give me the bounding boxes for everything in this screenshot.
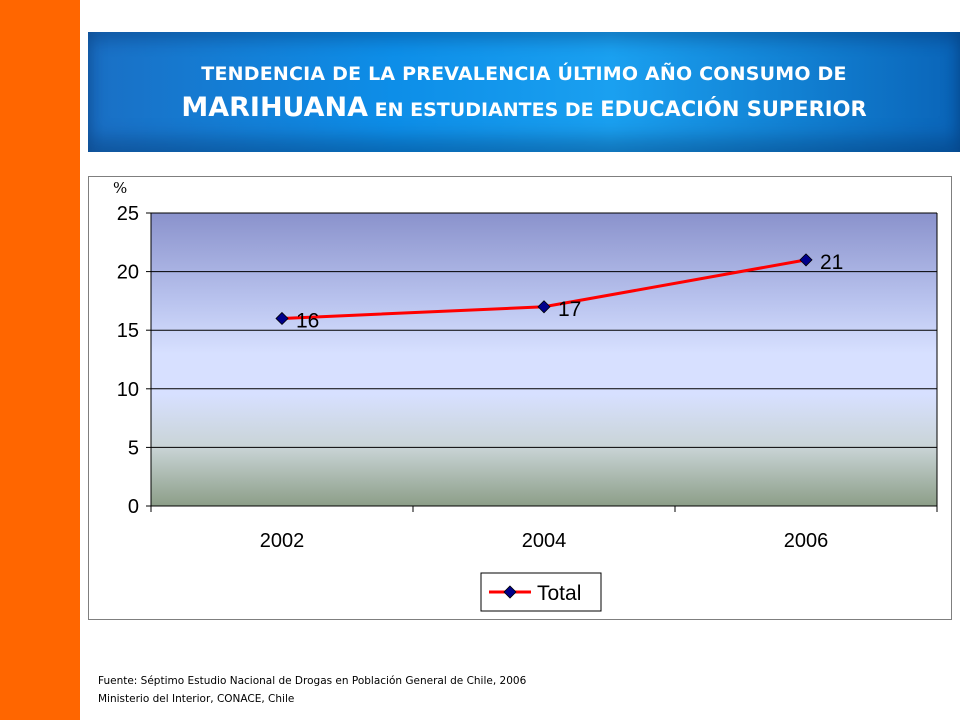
x-tick-label: 2002 <box>260 530 305 552</box>
title-superior-word: SUPERIOR <box>739 97 867 121</box>
y-tick-label: 10 <box>117 379 139 401</box>
title-drug-word: MARIHUANA <box>181 92 369 123</box>
data-label: 16 <box>296 309 319 332</box>
x-tick-label: 2006 <box>784 530 829 552</box>
y-unit-label: % <box>113 179 127 197</box>
y-tick-label: 20 <box>117 262 139 284</box>
data-label: 17 <box>558 298 581 321</box>
title-segment: EN ESTUDIANTES DE <box>368 99 601 121</box>
y-tick-label: 15 <box>117 320 139 342</box>
y-tick-label: 0 <box>128 496 139 518</box>
title-education-word: EDUCACIÓN <box>600 97 740 121</box>
data-label: 21 <box>820 251 843 274</box>
y-tick-label: 25 <box>117 203 139 225</box>
data-point-marker <box>799 253 813 267</box>
title-line-1: TENDENCIA DE LA PREVALENCIA ÚLTIMO AÑO C… <box>201 63 847 85</box>
data-point-marker <box>275 311 289 326</box>
title-banner: TENDENCIA DE LA PREVALENCIA ÚLTIMO AÑO C… <box>88 32 960 152</box>
source-line-2: Ministerio del Interior, CONACE, Chile <box>98 693 295 705</box>
series-total: 16 17 21 <box>275 251 843 332</box>
source-note: Fuente: Séptimo Estudio Nacional de Drog… <box>98 672 526 708</box>
chart-container: 0 5 10 15 20 25 2002 2004 2006 16 17 21 % Total <box>88 176 952 620</box>
gridlines <box>151 212 937 448</box>
line-chart: 0 5 10 15 20 25 2002 2004 2006 16 17 21 % Total <box>113 179 938 612</box>
title-line-2: MARIHUANA EN ESTUDIANTES DE EDUCACIÓN SU… <box>88 92 960 123</box>
legend: Total <box>480 572 602 612</box>
legend-marker <box>503 585 517 599</box>
y-tick-label: 5 <box>128 437 139 459</box>
x-tick-label: 2004 <box>522 530 567 552</box>
accent-side-bar <box>0 0 80 720</box>
data-point-marker <box>537 300 551 314</box>
legend-label: Total <box>537 582 581 605</box>
axes: 0 5 10 15 20 25 2002 2004 2006 <box>117 203 938 552</box>
source-line-1: Fuente: Séptimo Estudio Nacional de Drog… <box>98 675 527 687</box>
